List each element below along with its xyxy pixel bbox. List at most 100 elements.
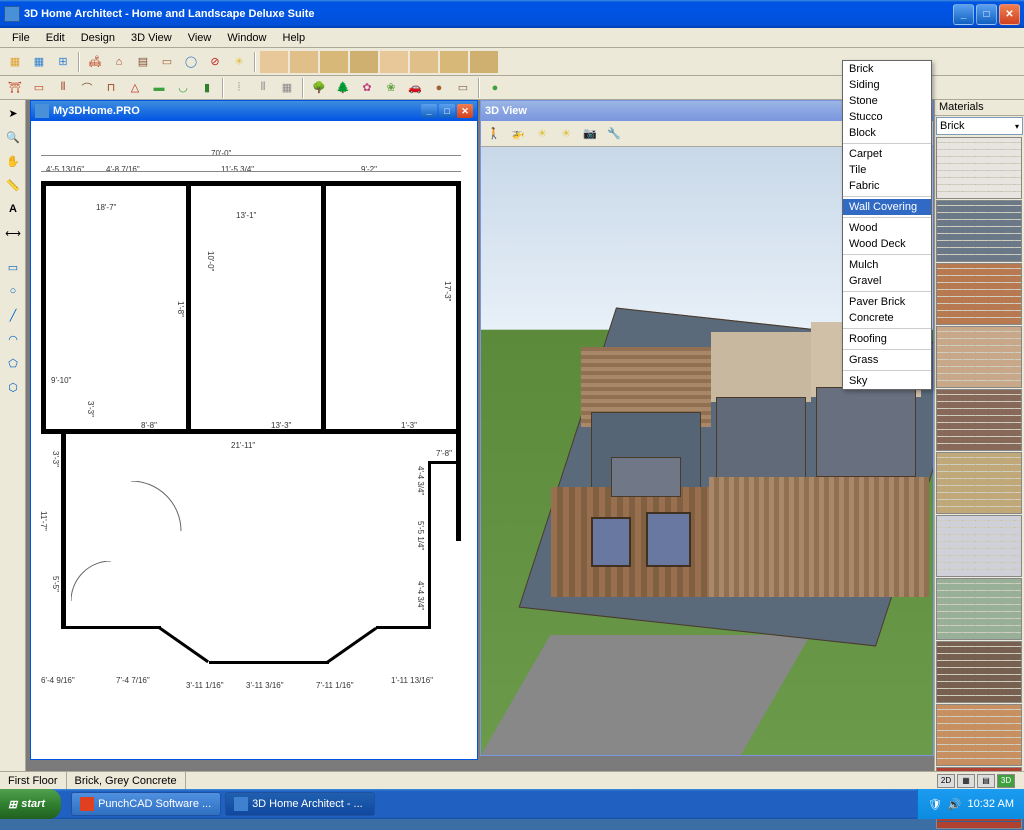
status-3d-button[interactable]: 3D — [997, 774, 1015, 788]
material-category-item[interactable]: Fabric — [843, 178, 931, 194]
palette-zoom-icon[interactable]: 🔍 — [2, 126, 24, 148]
tool-floor3-icon[interactable] — [320, 51, 348, 73]
material-category-item[interactable]: Roofing — [843, 331, 931, 347]
menu-design[interactable]: Design — [73, 30, 123, 46]
land-table-icon[interactable]: ▭ — [28, 77, 50, 99]
tool-deck-icon[interactable]: ▭ — [156, 51, 178, 73]
tool-floor2-icon[interactable] — [290, 51, 318, 73]
material-category-item[interactable]: Siding — [843, 77, 931, 93]
land-hedge-icon[interactable]: ▮ — [196, 77, 218, 99]
material-swatch[interactable] — [936, 704, 1022, 766]
land-gate-icon[interactable]: ⊓ — [100, 77, 122, 99]
tool-stairs-icon[interactable]: ▤ — [132, 51, 154, 73]
material-swatch[interactable] — [936, 263, 1022, 325]
floorplan-canvas[interactable]: 70'-0" 4'-5 13/16" 4'-8 7/16" 11'-5 3/4"… — [31, 121, 477, 759]
tool-floor7-icon[interactable] — [440, 51, 468, 73]
menu-file[interactable]: File — [4, 30, 38, 46]
start-button[interactable]: ⊞start — [0, 789, 61, 819]
land-sphere-icon[interactable]: ● — [484, 77, 506, 99]
menu-help[interactable]: Help — [275, 30, 314, 46]
tool-window-icon[interactable]: ⊞ — [52, 51, 74, 73]
menu-window[interactable]: Window — [219, 30, 274, 46]
minimize-button[interactable]: _ — [953, 4, 974, 25]
material-category-item[interactable]: Concrete — [843, 310, 931, 326]
tool-floor6-icon[interactable] — [410, 51, 438, 73]
material-category-item[interactable]: Wood Deck — [843, 236, 931, 252]
tool-floor5-icon[interactable] — [380, 51, 408, 73]
v3d-sun-icon[interactable]: ☀ — [531, 123, 553, 145]
land-bridge-icon[interactable]: ⌒ — [76, 77, 98, 99]
floorplan-close[interactable]: ✕ — [457, 104, 473, 118]
land-flower-icon[interactable]: ✿ — [356, 77, 378, 99]
tool-furniture-icon[interactable]: 🛋 — [84, 51, 106, 73]
land-shrub-icon[interactable]: ❀ — [380, 77, 402, 99]
material-swatch[interactable] — [936, 200, 1022, 262]
material-category-item[interactable]: Wood — [843, 220, 931, 236]
land-car-icon[interactable]: 🚗 — [404, 77, 426, 99]
land-fence3-icon[interactable]: ⦀ — [252, 77, 274, 99]
land-curve-icon[interactable]: ◡ — [172, 77, 194, 99]
palette-hex-icon[interactable]: ⬡ — [2, 376, 24, 398]
system-tray[interactable]: 🛡 🔊 10:32 AM — [917, 789, 1024, 819]
material-category-item[interactable]: Stone — [843, 93, 931, 109]
palette-pan-icon[interactable]: ✋ — [2, 150, 24, 172]
material-category-item[interactable]: Stucco — [843, 109, 931, 125]
land-grass-icon[interactable]: ▬ — [148, 77, 170, 99]
close-button[interactable]: ✕ — [999, 4, 1020, 25]
tool-floor4-icon[interactable] — [350, 51, 378, 73]
status-pl-button[interactable]: ▤ — [977, 774, 995, 788]
material-category-item[interactable]: Tile — [843, 162, 931, 178]
tool-grid-icon[interactable]: ▦ — [28, 51, 50, 73]
material-category-item[interactable]: Sky — [843, 373, 931, 389]
menu-view[interactable]: View — [180, 30, 220, 46]
material-category-item[interactable]: Grass — [843, 352, 931, 368]
material-category-item[interactable]: Block — [843, 125, 931, 141]
palette-circle-icon[interactable]: ○ — [2, 280, 24, 302]
tool-light-icon[interactable]: ☀ — [228, 51, 250, 73]
tray-icon[interactable]: 🔊 — [948, 798, 962, 811]
land-fence4-icon[interactable]: ▦ — [276, 77, 298, 99]
floorplan-titlebar[interactable]: My3DHome.PRO _ □ ✕ — [31, 101, 477, 121]
land-play-icon[interactable]: △ — [124, 77, 146, 99]
palette-dim-icon[interactable]: ⟷ — [2, 222, 24, 244]
palette-arc-icon[interactable]: ◠ — [2, 328, 24, 350]
status-el-button[interactable]: ▦ — [957, 774, 975, 788]
v3d-cam-icon[interactable]: 📷 — [579, 123, 601, 145]
material-swatch[interactable] — [936, 452, 1022, 514]
tray-icon[interactable]: 🛡 — [928, 798, 942, 811]
land-fence-icon[interactable]: ⦀ — [52, 77, 74, 99]
v3d-heli-icon[interactable]: 🚁 — [507, 123, 529, 145]
tool-pool-icon[interactable]: ◯ — [180, 51, 202, 73]
tray-clock[interactable]: 10:32 AM — [968, 798, 1014, 810]
tool-floor1-icon[interactable] — [260, 51, 288, 73]
palette-select-icon[interactable]: ➤ — [2, 102, 24, 124]
material-category-item[interactable]: Brick — [843, 61, 931, 77]
floorplan-maximize[interactable]: □ — [439, 104, 455, 118]
v3d-walk-icon[interactable]: 🚶 — [483, 123, 505, 145]
material-category-item[interactable]: Gravel — [843, 273, 931, 289]
floorplan-minimize[interactable]: _ — [421, 104, 437, 118]
menu-edit[interactable]: Edit — [38, 30, 73, 46]
tool-block-icon[interactable]: ⊘ — [204, 51, 226, 73]
material-category-item[interactable]: Paver Brick — [843, 294, 931, 310]
palette-poly-icon[interactable]: ⬠ — [2, 352, 24, 374]
land-rock-icon[interactable]: ● — [428, 77, 450, 99]
task-button-2[interactable]: 3D Home Architect - ... — [225, 792, 375, 816]
land-path-icon[interactable]: ▭ — [452, 77, 474, 99]
task-button-1[interactable]: PunchCAD Software ... — [71, 792, 221, 816]
material-category-item[interactable]: Wall Covering — [843, 199, 931, 215]
maximize-button[interactable]: □ — [976, 4, 997, 25]
material-swatch[interactable] — [936, 389, 1022, 451]
land-fence2-icon[interactable]: ⦙ — [228, 77, 250, 99]
material-category-item[interactable]: Carpet — [843, 146, 931, 162]
land-tree1-icon[interactable]: 🌳 — [308, 77, 330, 99]
palette-measure-icon[interactable]: 📏 — [2, 174, 24, 196]
palette-text-icon[interactable]: A — [2, 198, 24, 220]
status-material[interactable]: Brick, Grey Concrete — [67, 772, 186, 789]
tool-roof-icon[interactable]: ⌂ — [108, 51, 130, 73]
material-swatch[interactable] — [936, 137, 1022, 199]
materials-combo[interactable]: Brick — [936, 117, 1023, 135]
v3d-moon-icon[interactable]: ☀ — [555, 123, 577, 145]
material-swatch[interactable] — [936, 515, 1022, 577]
material-swatch[interactable] — [936, 641, 1022, 703]
